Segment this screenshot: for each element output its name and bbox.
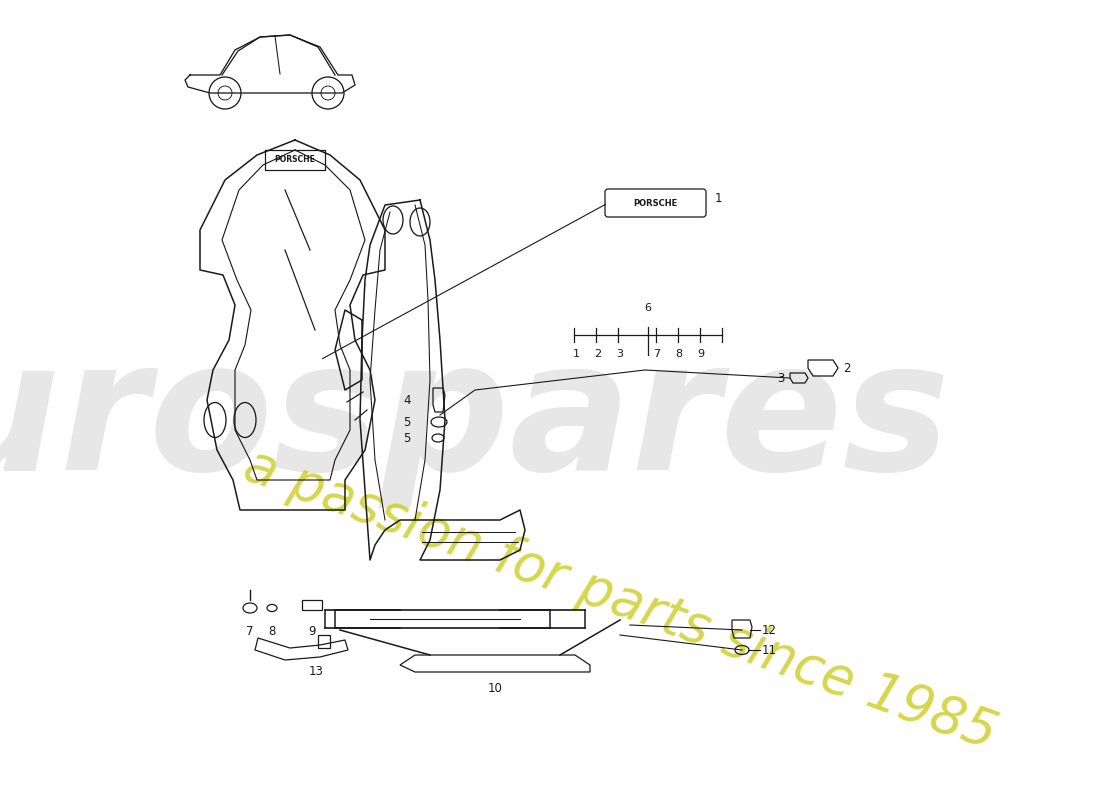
Text: 8: 8	[675, 349, 683, 359]
Text: a passion for parts since 1985: a passion for parts since 1985	[236, 439, 1003, 761]
Text: PORSCHE: PORSCHE	[275, 155, 316, 165]
Text: eurospares: eurospares	[0, 332, 950, 508]
Text: 5: 5	[404, 415, 411, 429]
Text: 4: 4	[404, 394, 411, 406]
Text: 12: 12	[762, 623, 777, 637]
Text: 8: 8	[268, 625, 276, 638]
Text: 5: 5	[404, 431, 411, 445]
Text: 9: 9	[697, 349, 705, 359]
Text: 3: 3	[778, 371, 785, 385]
Text: 1: 1	[715, 192, 723, 205]
Text: PORSCHE: PORSCHE	[634, 198, 678, 207]
Text: 7: 7	[653, 349, 661, 359]
Text: 7: 7	[246, 625, 254, 638]
Text: 3: 3	[616, 349, 624, 359]
Text: 6: 6	[645, 303, 651, 313]
Text: 1: 1	[572, 349, 580, 359]
Text: 11: 11	[762, 643, 777, 657]
Text: 2: 2	[843, 362, 850, 374]
Text: 10: 10	[487, 682, 503, 695]
Text: 9: 9	[308, 625, 316, 638]
Text: 13: 13	[309, 665, 323, 678]
Text: 2: 2	[594, 349, 602, 359]
